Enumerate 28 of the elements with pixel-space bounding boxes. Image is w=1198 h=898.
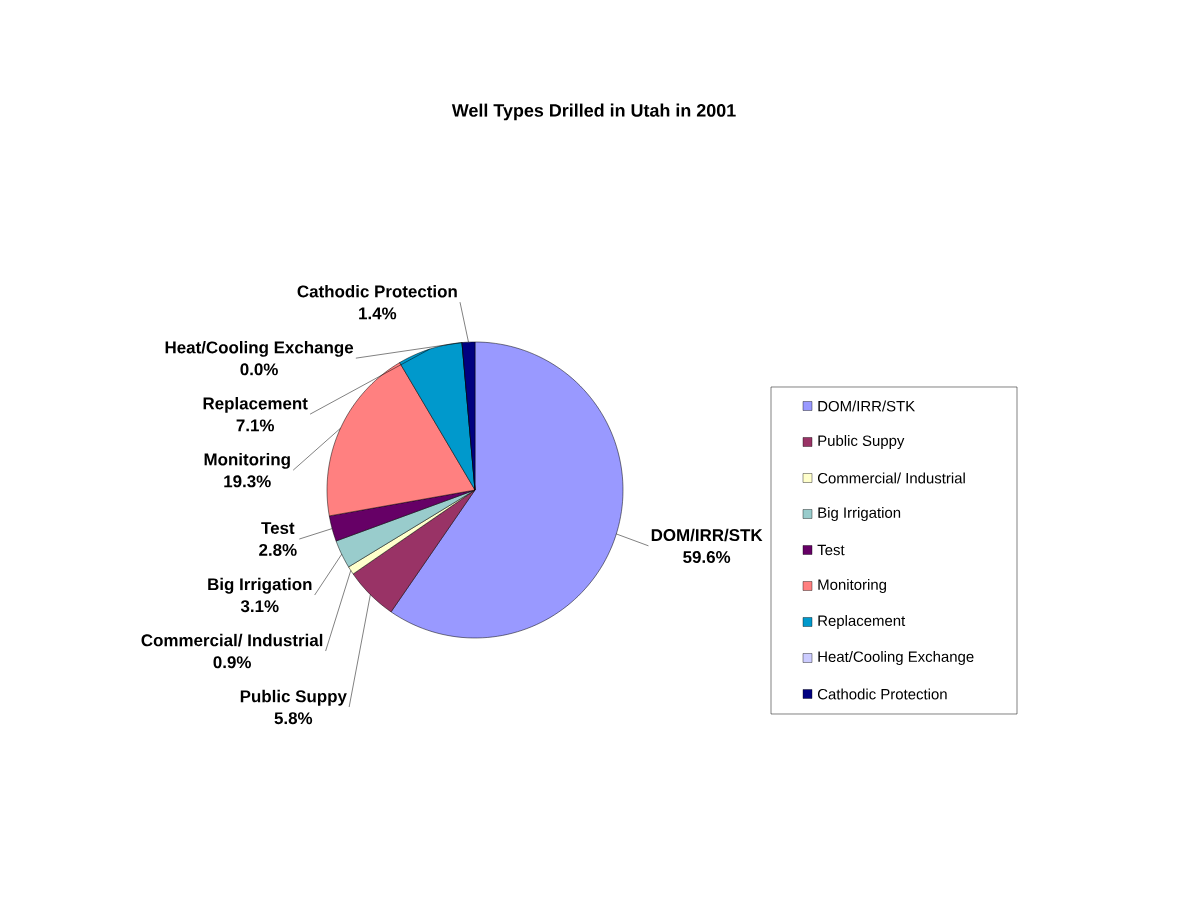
slice-label: Commercial/ Industrial — [141, 633, 323, 647]
chart-title: Well Types Drilled in Utah in 2001 — [451, 103, 736, 121]
legend-label: Monitoring — [818, 579, 886, 593]
slice-label: Cathodic Protection — [297, 285, 457, 298]
legend-label: Heat/Cooling Exchange — [818, 651, 974, 665]
data-label: 19.3% — [224, 475, 271, 488]
legend-label: Cathodic Protection — [817, 688, 947, 700]
data-label: 1.4% — [359, 307, 397, 320]
data-label: 5.8% — [274, 712, 313, 725]
slice-label: Monitoring — [204, 452, 290, 469]
category-label: Heat/Cooling Exchange — [165, 341, 354, 357]
slice-label: Test — [261, 522, 295, 534]
data-label: 59.6% — [683, 551, 731, 564]
legend-label: Replacement — [818, 615, 906, 629]
data-label: 3.1% — [240, 600, 279, 613]
legend-label: Commercial/ Industrial — [817, 472, 965, 484]
legend-label: Big Irrigation — [818, 507, 901, 521]
data-label: 7.1% — [236, 419, 275, 432]
data-label: 2.8% — [259, 543, 297, 556]
legend-label: Public Suppy — [818, 435, 905, 449]
data-label: 0.9% — [213, 656, 251, 669]
slice-label: Big Irrigation — [208, 577, 312, 594]
slice-label: Public Suppy — [240, 689, 347, 706]
text: 0.0% — [240, 363, 278, 376]
slice-label: DOM/IRR/STK — [651, 528, 763, 542]
slice-label: Replacement — [203, 397, 308, 413]
legend-label: DOM/IRR/STK — [818, 400, 915, 412]
legend-label: Test — [817, 544, 845, 556]
